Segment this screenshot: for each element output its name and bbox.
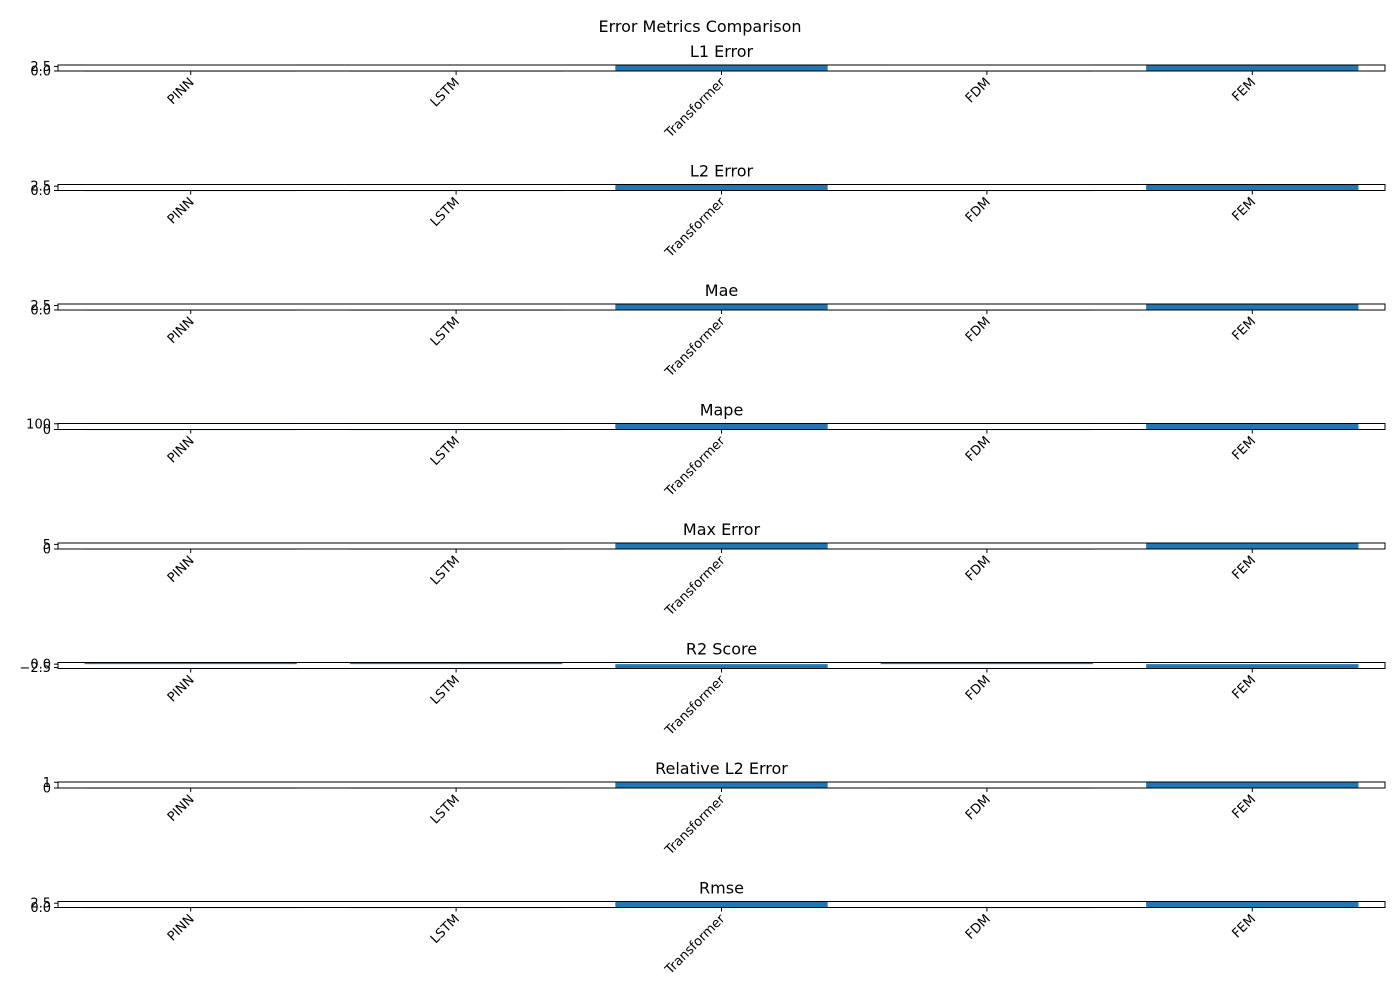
y-tick-label: 2.5: [30, 299, 51, 314]
x-tick-label: LSTM: [428, 195, 463, 230]
subplot-1: L1 Error 0.02.5 PINN LSTM Transformer FDM FEM: [30, 42, 1386, 142]
x-tick-label: LSTM: [428, 912, 463, 947]
y-tick-label: 5: [43, 538, 51, 553]
subplot-title: Relative L2 Error: [655, 759, 788, 778]
x-tick-label: PINN: [165, 434, 198, 467]
x-tick-label: Transformer: [662, 314, 729, 381]
subplot-title: Mae: [705, 281, 738, 300]
subplot-title: L2 Error: [690, 162, 754, 181]
subplot-title: Max Error: [683, 520, 761, 539]
x-tick-label: LSTM: [428, 792, 463, 827]
y-tick-label: 0.0: [30, 184, 51, 199]
bar-transformer: [615, 304, 828, 310]
x-tick-label: FEM: [1229, 912, 1259, 942]
figure-title: Error Metrics Comparison: [598, 17, 801, 36]
bar-lstm: [349, 662, 563, 665]
bar-transformer: [615, 901, 828, 908]
bar-transformer: [615, 184, 828, 191]
x-tick-label: FDM: [963, 553, 994, 584]
bar-fem: [1146, 901, 1359, 908]
y-tick-label: 0.0: [30, 901, 51, 916]
y-tick-label: 2.5: [30, 897, 51, 912]
x-tick-label: PINN: [165, 792, 198, 825]
bar-transformer: [615, 423, 828, 430]
x-tick-label: Transformer: [662, 911, 729, 978]
x-tick-label: FEM: [1229, 792, 1259, 822]
x-tick-label: PINN: [165, 673, 198, 706]
x-tick-label: FDM: [963, 75, 994, 106]
x-tick-label: FEM: [1229, 673, 1259, 703]
x-tick-label: FDM: [963, 912, 994, 943]
bar-pinn: [84, 662, 297, 665]
x-tick-label: FDM: [963, 792, 994, 823]
x-tick-label: PINN: [165, 195, 198, 228]
subplot-2: L2 Error 0.02.5 PINN LSTM Transformer FDM FEM: [30, 162, 1386, 261]
x-tick-label: FEM: [1229, 195, 1259, 225]
y-tick-label: 0: [43, 543, 51, 558]
bar-transformer: [615, 782, 828, 788]
x-tick-label: FEM: [1229, 75, 1259, 105]
subplot-7: Relative L2 Error 01 PINN LSTM Transformer FD…: [43, 759, 1386, 859]
y-tick-label: 0.0: [30, 658, 51, 673]
x-tick-label: PINN: [165, 912, 198, 945]
x-tick-label: PINN: [165, 314, 198, 347]
bar-transformer: [615, 543, 828, 549]
subplot-title: L1 Error: [690, 42, 754, 61]
y-tick-label: 2.5: [30, 180, 51, 195]
x-tick-label: FEM: [1229, 314, 1259, 344]
bar-fem: [1146, 664, 1359, 669]
x-tick-label: Transformer: [662, 433, 729, 500]
bar-transformer: [615, 65, 828, 71]
x-tick-label: Transformer: [662, 553, 729, 620]
y-tick-label: 0: [43, 423, 51, 438]
subplot-6: R2 Score −2.50.0 PINN LSTM Transformer FDM FEM: [19, 640, 1386, 739]
bar-fdm: [880, 662, 1094, 665]
x-tick-label: FEM: [1229, 434, 1259, 464]
x-tick-label: PINN: [165, 75, 198, 108]
x-tick-label: LSTM: [428, 75, 463, 110]
x-tick-label: LSTM: [428, 434, 463, 469]
bar-fem: [1146, 184, 1359, 191]
x-tick-label: Transformer: [662, 194, 729, 261]
bar-transformer: [615, 664, 828, 669]
bar-fem: [1146, 423, 1359, 430]
x-tick-label: LSTM: [428, 553, 463, 588]
y-tick-label: 2.5: [30, 60, 51, 75]
subplot-title: R2 Score: [686, 640, 757, 659]
subplot-title: Rmse: [699, 879, 744, 898]
y-tick-label: 0.0: [30, 65, 51, 80]
x-tick-label: PINN: [165, 553, 198, 586]
x-tick-label: LSTM: [428, 314, 463, 349]
bar-fem: [1146, 304, 1359, 310]
x-tick-label: FDM: [963, 195, 994, 226]
y-tick-label: 0: [43, 782, 51, 797]
x-tick-label: Transformer: [662, 672, 729, 739]
bar-fem: [1146, 543, 1359, 549]
x-tick-label: Transformer: [662, 75, 729, 142]
x-tick-label: FDM: [963, 314, 994, 345]
subplot-8: Rmse 0.02.5 PINN LSTM Transformer FDM FEM: [30, 879, 1386, 978]
x-tick-label: FEM: [1229, 553, 1259, 583]
bar-fem: [1146, 782, 1359, 788]
subplot-title: Mape: [700, 401, 744, 420]
subplot-3: Mae 0.02.5 PINN LSTM Transformer FDM FEM: [30, 281, 1386, 381]
x-tick-label: LSTM: [428, 673, 463, 708]
y-tick-label: 100: [26, 417, 51, 432]
y-tick-label: 1: [43, 776, 51, 791]
y-tick-label: −2.5: [19, 661, 51, 676]
subplot-5: Max Error 05 PINN LSTM Transformer FDM FEM: [43, 520, 1386, 620]
y-tick-label: 0.0: [30, 304, 51, 319]
x-tick-label: FDM: [963, 434, 994, 465]
bar-fem: [1146, 65, 1359, 71]
x-tick-label: FDM: [963, 673, 994, 704]
x-tick-label: Transformer: [662, 792, 729, 859]
